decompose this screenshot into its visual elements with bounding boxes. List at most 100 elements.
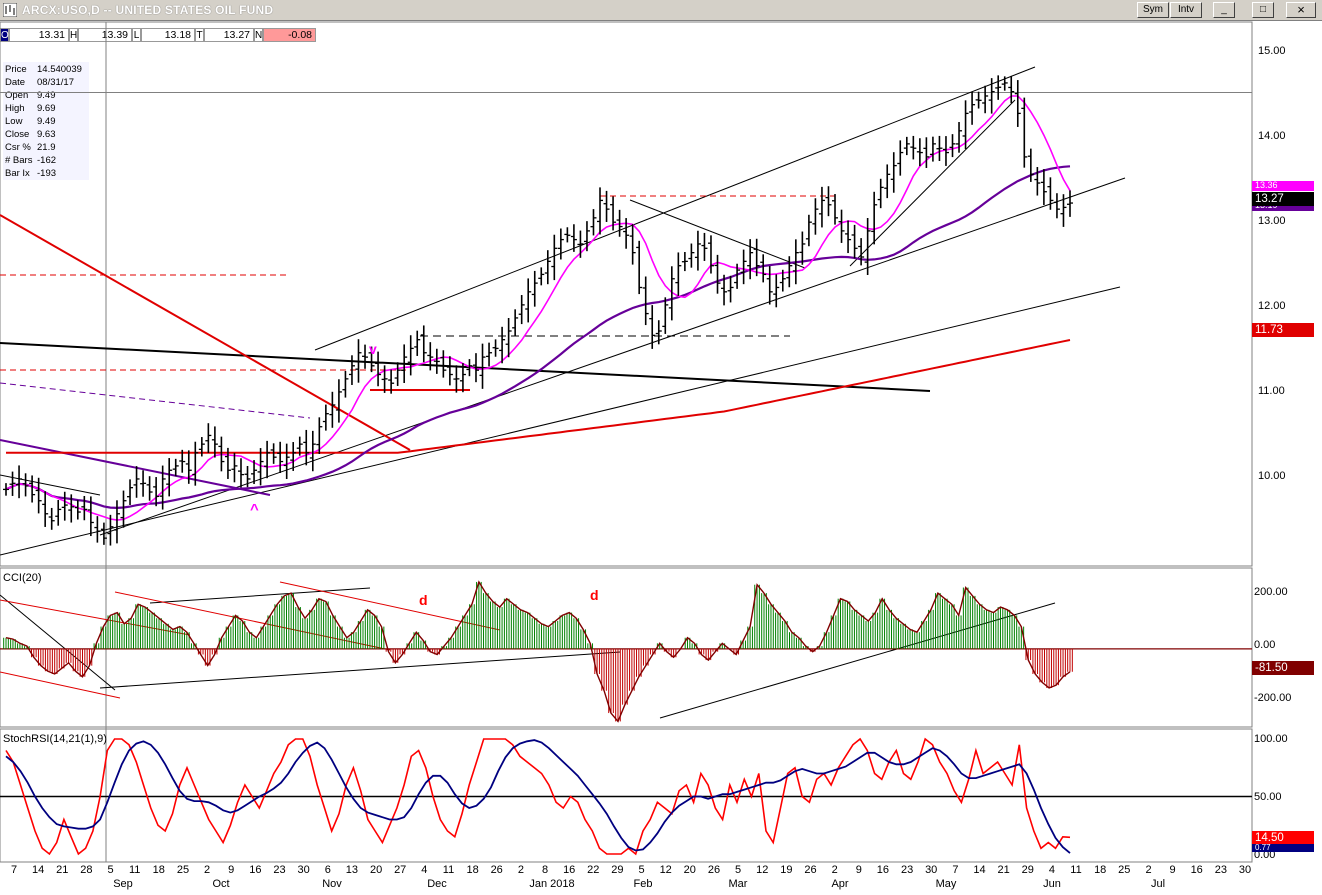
price-bar [303, 429, 310, 466]
price-bar [975, 91, 982, 109]
price-bar [949, 134, 956, 158]
date-tick: 16 [876, 864, 890, 876]
maximize-button[interactable]: □ [1252, 2, 1274, 18]
price-bar [701, 232, 708, 261]
stochrsi-line [5, 737, 1071, 856]
price-bar [466, 359, 473, 377]
date-tick: 5 [107, 864, 114, 876]
price-bar [381, 365, 388, 393]
price-bar [290, 442, 297, 471]
price-bar [655, 320, 662, 345]
data-row: Low 9.49 [5, 116, 56, 127]
cci-trendline [0, 594, 116, 691]
price-bar [322, 404, 329, 431]
price-bar [459, 363, 466, 393]
date-tick: 19 [780, 864, 793, 876]
price-bar [414, 330, 421, 356]
d-annotation: d [419, 592, 428, 608]
price-bar [982, 85, 989, 114]
price-bar [995, 75, 1002, 100]
date-tick: 14 [31, 864, 45, 876]
data-window: Price 14.540039 Date 08/31/17 Open 9.49 Hig… [3, 62, 89, 180]
price-bar [688, 243, 695, 268]
price-bar [486, 342, 493, 367]
price-tick: 15.00 [1258, 45, 1286, 57]
close-button[interactable]: × [1286, 2, 1316, 18]
price-bar [355, 339, 362, 383]
minimize-button[interactable]: _ [1213, 2, 1235, 18]
date-tick: 22 [587, 864, 600, 876]
price-bar [401, 344, 408, 383]
cci-value-tag: -81.50 [1252, 661, 1314, 675]
price-bar [224, 447, 231, 479]
price-bar [707, 235, 714, 274]
price-tick: 12.00 [1258, 300, 1286, 312]
cci-red-trendline [279, 581, 501, 631]
price-bar [662, 297, 669, 334]
date-tick: 26 [707, 864, 721, 876]
price-bar [923, 137, 930, 168]
price-bar [779, 269, 786, 292]
price-bar [544, 250, 551, 285]
date-tick: 11 [442, 864, 455, 876]
price-bar [531, 270, 538, 307]
price-bar [871, 191, 878, 245]
date-tick: 30 [925, 864, 938, 876]
date-tick: 26 [804, 864, 817, 876]
interval-button[interactable]: Intv [1170, 2, 1202, 18]
price-bar [629, 224, 636, 265]
price-bar [903, 136, 910, 156]
price-bar [329, 391, 336, 428]
price-bar [42, 491, 49, 527]
date-tick: 30 [297, 864, 310, 876]
date-tick: 20 [683, 864, 696, 876]
price-bar [675, 252, 682, 296]
stoch-signal-line [5, 739, 1071, 854]
date-tick: 29 [611, 864, 624, 876]
price-bar [727, 275, 734, 303]
price-bar [61, 491, 68, 521]
price-bar [499, 326, 506, 364]
data-row: # Bars -162 [5, 155, 57, 166]
d-annotation: d [590, 587, 599, 603]
price-bar [3, 483, 9, 496]
price-bar [525, 278, 532, 323]
price-bar [864, 218, 871, 275]
ma-mid-line [5, 165, 1071, 510]
date-tick: 9 [855, 864, 862, 876]
price-pane-border [0, 21, 1253, 567]
ma-long-line [6, 339, 1071, 454]
price-bar [603, 190, 610, 222]
cci-tick: 200.00 [1254, 586, 1288, 598]
price-bar [205, 423, 212, 453]
price-bar [610, 196, 617, 231]
price-bar [570, 224, 577, 252]
date-tick: 4 [1048, 864, 1055, 876]
data-row: High 9.69 [5, 103, 56, 114]
price-bar [877, 178, 884, 209]
date-tick: 5 [638, 864, 645, 876]
price-bar [153, 477, 160, 507]
price-bar [1021, 97, 1028, 168]
stoch-signal-tag: 0.77 [1252, 844, 1314, 852]
channel-upper-line [314, 66, 1036, 351]
date-tick: 8 [541, 864, 549, 876]
price-bar [753, 238, 760, 277]
price-bar [590, 209, 597, 236]
price-bar [133, 466, 140, 498]
price-bar [35, 477, 42, 514]
price-bar [714, 254, 721, 294]
price-bar [766, 266, 773, 305]
date-tick: 16 [563, 864, 576, 876]
price-bar [792, 239, 799, 285]
date-tick: 27 [394, 864, 407, 876]
price-bar [805, 214, 812, 247]
low-value: 13.18 [141, 28, 195, 42]
symbol-button[interactable]: Sym [1137, 2, 1169, 18]
price-bar [747, 239, 754, 280]
price-bar [845, 220, 852, 254]
low-label: L [132, 28, 141, 42]
date-tick: 7 [10, 864, 18, 876]
price-bar [1060, 194, 1067, 227]
